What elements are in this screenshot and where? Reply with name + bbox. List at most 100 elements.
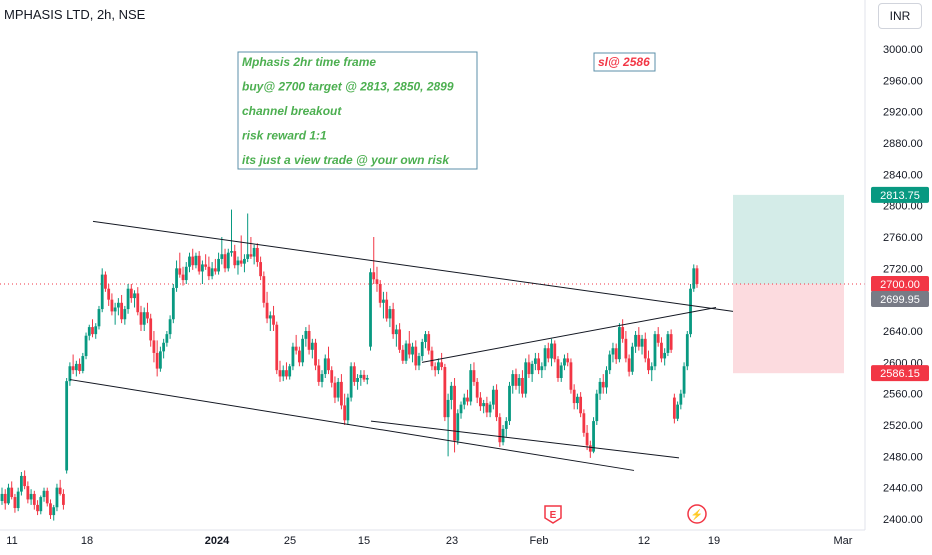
candle-body — [495, 389, 498, 418]
candle-body — [158, 351, 162, 369]
candle-body — [120, 302, 124, 320]
candle-body — [320, 374, 324, 382]
candle-body — [533, 358, 537, 364]
candle — [595, 389, 599, 425]
candle-body — [404, 343, 408, 361]
x-tick-label: 25 — [284, 535, 296, 547]
candle-body — [575, 396, 579, 404]
candle-body — [401, 349, 405, 361]
trendline — [421, 307, 717, 363]
candle-body — [640, 338, 644, 347]
candle-body — [391, 309, 395, 335]
candle-body — [239, 260, 243, 264]
candle — [52, 504, 56, 521]
candle — [398, 323, 402, 353]
candle-body — [210, 268, 214, 277]
candle — [236, 256, 240, 275]
candle-body — [310, 342, 314, 350]
candle-body — [585, 432, 589, 446]
y-tick-label: 2960.00 — [883, 75, 923, 87]
currency-selector[interactable]: INR — [878, 3, 922, 29]
candle-body — [601, 381, 605, 388]
candle-body — [692, 268, 696, 289]
candle — [407, 331, 411, 359]
candle — [126, 284, 130, 314]
candle-body — [488, 404, 492, 413]
candle-body — [265, 302, 269, 319]
candle — [504, 417, 508, 437]
candle — [36, 500, 39, 516]
candle-body — [624, 338, 628, 359]
candle — [116, 298, 120, 316]
candle-body — [385, 299, 389, 319]
y-tick-label: 2400.00 — [883, 514, 923, 526]
candle — [213, 258, 217, 275]
current-price-label: 2700.00 — [871, 276, 929, 292]
candle-body — [543, 348, 547, 367]
candle-body — [462, 397, 466, 405]
candle — [252, 244, 256, 265]
candle — [78, 358, 81, 375]
note-line: risk reward 1:1 — [242, 129, 327, 143]
candle-body — [482, 403, 486, 407]
candle-body — [618, 327, 621, 360]
x-tick-label: 12 — [638, 535, 650, 547]
candle — [569, 358, 573, 394]
candle-body — [3, 493, 7, 504]
candle-body — [49, 503, 52, 516]
candle — [207, 256, 211, 281]
candle — [87, 324, 91, 341]
candle-body — [440, 362, 444, 368]
y-tick-label: 2880.00 — [883, 138, 923, 150]
candle — [462, 393, 466, 410]
candle-body — [113, 307, 117, 312]
candle-body — [142, 312, 146, 325]
candle — [10, 481, 14, 500]
candle-body — [634, 334, 637, 347]
candle-body — [479, 397, 482, 407]
candle-body — [424, 334, 427, 342]
candle — [679, 389, 683, 410]
candle-body — [614, 348, 618, 360]
candle — [608, 350, 612, 375]
candle — [553, 340, 557, 363]
candle — [336, 378, 340, 402]
candle-body — [0, 493, 4, 501]
candle — [556, 356, 560, 382]
candle — [184, 262, 188, 284]
candle — [627, 354, 631, 377]
candle-body — [29, 493, 33, 500]
candle — [588, 440, 592, 458]
candle-body — [252, 247, 256, 257]
candle-body — [168, 319, 172, 335]
candle — [210, 262, 214, 280]
candle-body — [84, 335, 88, 357]
candle — [49, 499, 52, 519]
candle — [297, 346, 301, 367]
candle-body — [194, 255, 198, 266]
candle — [26, 481, 30, 504]
candle-body — [16, 491, 20, 509]
candle — [656, 327, 660, 347]
candle-body — [71, 366, 75, 371]
candle — [692, 264, 696, 292]
candle-body — [126, 288, 130, 310]
candle-body — [637, 334, 641, 347]
candle-body — [233, 251, 237, 266]
candle-body — [181, 274, 185, 281]
candle-body — [498, 417, 502, 443]
candle — [29, 489, 33, 505]
candle — [404, 340, 408, 364]
candle — [152, 331, 156, 363]
note-line: Mphasis 2hr time frame — [242, 55, 376, 69]
candle-body — [275, 324, 279, 371]
candle — [647, 350, 650, 375]
candle — [417, 352, 421, 371]
candle-body — [152, 340, 156, 353]
candle — [685, 331, 689, 371]
candle-body — [563, 358, 566, 366]
candle-body — [669, 334, 673, 350]
candle-body — [459, 404, 463, 414]
